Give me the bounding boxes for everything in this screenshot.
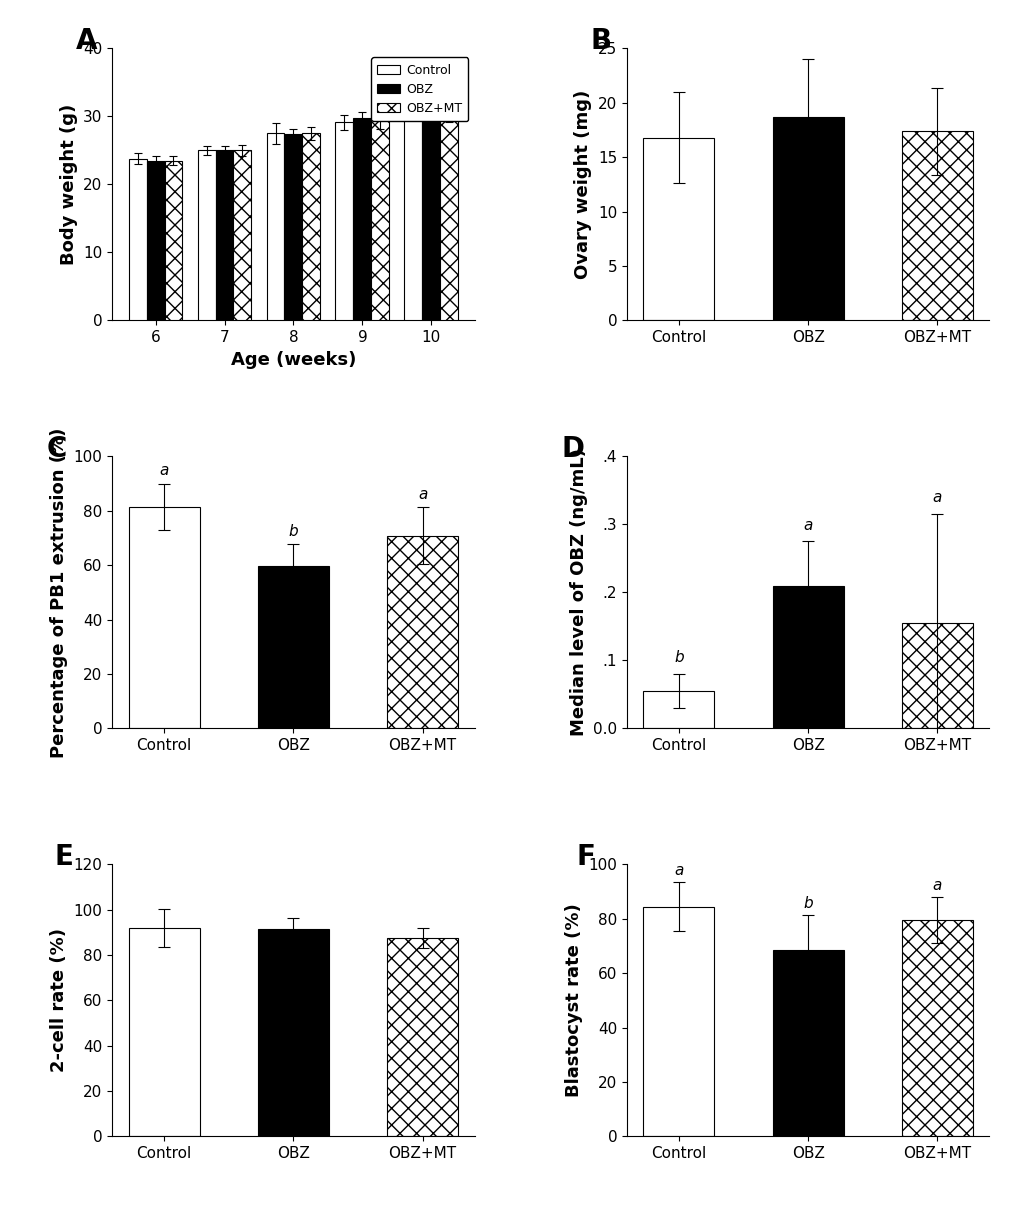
Text: a: a bbox=[803, 517, 812, 532]
Bar bbox=[258, 929, 329, 1136]
Bar bbox=[164, 161, 182, 320]
Text: b: b bbox=[803, 896, 812, 910]
Text: F: F bbox=[576, 843, 594, 870]
Text: A: A bbox=[75, 27, 98, 54]
Bar bbox=[387, 536, 458, 728]
Bar bbox=[771, 585, 843, 728]
Bar bbox=[302, 133, 320, 320]
Bar bbox=[233, 150, 251, 320]
Legend: Control, OBZ, OBZ+MT: Control, OBZ, OBZ+MT bbox=[371, 57, 468, 121]
Bar bbox=[147, 161, 164, 320]
Bar bbox=[128, 929, 200, 1136]
Text: a: a bbox=[931, 878, 942, 893]
Text: a: a bbox=[418, 487, 427, 502]
X-axis label: Age (weeks): Age (weeks) bbox=[230, 351, 356, 369]
Text: b: b bbox=[674, 650, 683, 665]
Bar bbox=[643, 692, 713, 728]
Bar bbox=[387, 938, 458, 1136]
Bar bbox=[128, 507, 200, 728]
Bar bbox=[643, 138, 713, 320]
Y-axis label: Body weight (g): Body weight (g) bbox=[59, 104, 77, 265]
Bar bbox=[128, 158, 147, 320]
Bar bbox=[266, 133, 284, 320]
Y-axis label: Median level of OBZ (ng/mL): Median level of OBZ (ng/mL) bbox=[569, 449, 587, 736]
Bar bbox=[440, 112, 458, 320]
Text: E: E bbox=[54, 843, 73, 870]
Text: b: b bbox=[288, 523, 298, 538]
Bar bbox=[284, 134, 302, 320]
Bar bbox=[901, 131, 972, 320]
Bar bbox=[198, 150, 215, 320]
Text: D: D bbox=[561, 434, 584, 463]
Bar bbox=[643, 907, 713, 1136]
Bar bbox=[771, 950, 843, 1136]
Bar bbox=[258, 566, 329, 728]
Bar bbox=[353, 118, 371, 320]
Y-axis label: 2-cell rate (%): 2-cell rate (%) bbox=[50, 929, 68, 1072]
Text: a: a bbox=[674, 863, 683, 878]
Bar bbox=[771, 117, 843, 320]
Text: a: a bbox=[931, 491, 942, 505]
Bar bbox=[215, 150, 233, 320]
Bar bbox=[901, 920, 972, 1136]
Text: a: a bbox=[159, 463, 169, 478]
Bar bbox=[901, 623, 972, 728]
Y-axis label: Ovary weight (mg): Ovary weight (mg) bbox=[574, 89, 592, 279]
Y-axis label: Percentage of PB1 extrusion (%): Percentage of PB1 extrusion (%) bbox=[50, 427, 68, 758]
Text: B: B bbox=[590, 27, 611, 54]
Bar bbox=[335, 122, 353, 320]
Y-axis label: Blastocyst rate (%): Blastocyst rate (%) bbox=[565, 903, 582, 1098]
Bar bbox=[405, 114, 422, 320]
Bar bbox=[371, 120, 389, 320]
Bar bbox=[422, 115, 440, 320]
Text: C: C bbox=[47, 434, 67, 463]
